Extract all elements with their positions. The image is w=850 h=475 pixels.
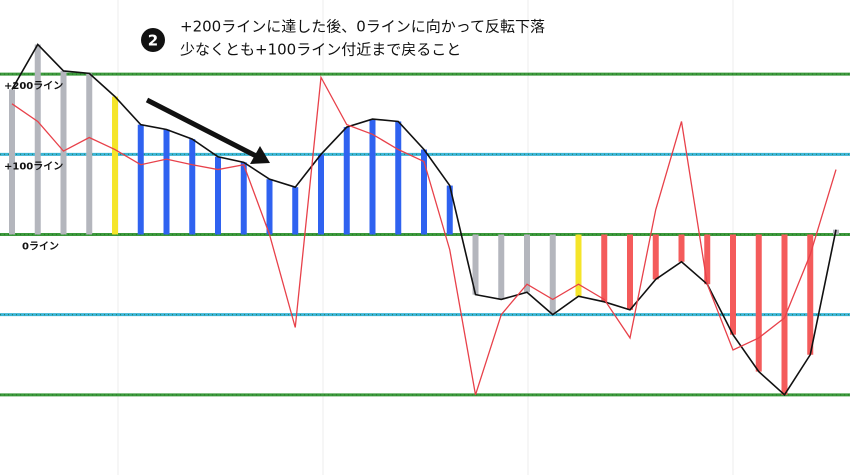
bar	[652, 234, 659, 280]
bar	[163, 129, 170, 235]
bar	[627, 234, 633, 310]
bar	[601, 234, 608, 302]
annotation-text: +200ラインに達した後、0ラインに向かって反転下落	[180, 18, 545, 36]
bar	[60, 70, 67, 235]
bar	[318, 154, 324, 235]
bar	[9, 89, 15, 235]
bar	[112, 96, 118, 235]
bar	[524, 234, 530, 293]
arrow	[145, 97, 260, 160]
bar	[498, 234, 505, 300]
bar	[240, 162, 247, 235]
bar	[781, 234, 788, 395]
bar	[678, 234, 685, 262]
bar	[395, 121, 402, 235]
bar	[472, 234, 479, 295]
annotation-text: 少なくとも+100ライン付近まで戻ること	[180, 41, 461, 59]
bar	[369, 119, 376, 235]
bar	[137, 124, 144, 235]
bar	[343, 127, 350, 235]
indicator-line	[11, 75, 837, 396]
bar	[807, 234, 814, 355]
bar	[575, 234, 582, 297]
indicator-line	[11, 43, 837, 397]
level-label: 0ライン	[22, 240, 59, 252]
annotation-badge	[141, 28, 165, 52]
bar	[730, 234, 736, 335]
bar	[86, 73, 93, 235]
bar	[704, 234, 711, 285]
bar	[34, 44, 41, 235]
bar	[446, 185, 453, 235]
bar	[189, 139, 196, 235]
annotation-number: 2	[148, 32, 158, 50]
bar	[755, 234, 762, 372]
level-label: +100ライン	[4, 160, 63, 172]
bar	[549, 234, 556, 315]
arrow-head	[250, 146, 270, 164]
level-label: +200ライン	[4, 80, 63, 92]
bar	[266, 179, 273, 235]
bar	[215, 156, 221, 235]
bar	[421, 149, 427, 235]
bar	[292, 187, 299, 235]
background-grid	[117, 0, 734, 475]
